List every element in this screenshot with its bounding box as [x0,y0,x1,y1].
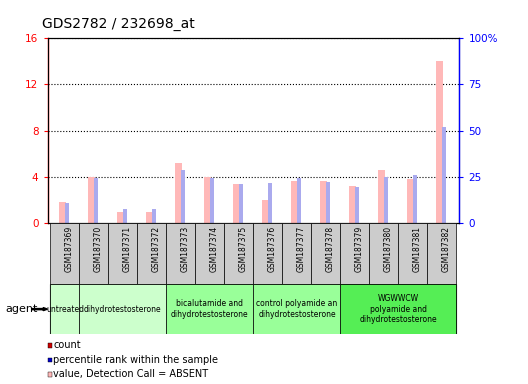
Bar [370,223,399,284]
Bar [59,202,67,223]
Bar [108,223,137,284]
Text: dihydrotestosterone: dihydrotestosterone [84,305,162,314]
Text: GSM187377: GSM187377 [297,226,306,272]
Bar [166,284,253,334]
Text: bicalutamide and
dihydrotestosterone: bicalutamide and dihydrotestosterone [171,300,249,319]
Bar [399,223,428,284]
Text: GSM187382: GSM187382 [442,226,451,272]
Bar [65,204,69,223]
Bar [407,179,414,223]
Text: value, Detection Call = ABSENT: value, Detection Call = ABSENT [53,369,209,379]
Bar [117,212,125,223]
Text: GSM187379: GSM187379 [355,226,364,272]
Text: GSM187374: GSM187374 [210,226,219,272]
Text: GDS2782 / 232698_at: GDS2782 / 232698_at [42,17,195,31]
Text: agent: agent [5,304,37,314]
Bar [341,223,370,284]
Bar [153,209,156,223]
Text: GSM187378: GSM187378 [326,226,335,272]
Bar [297,179,301,223]
Bar [195,223,224,284]
Text: GSM187372: GSM187372 [152,226,161,272]
Bar [95,179,98,223]
Bar [166,223,195,284]
Text: GSM187370: GSM187370 [94,226,103,272]
Bar [224,223,253,284]
Bar [239,184,243,223]
Text: untreated: untreated [46,305,84,314]
Bar [253,223,282,284]
Bar [79,223,108,284]
Bar [175,163,182,223]
Bar [253,284,341,334]
Bar [282,223,312,284]
Bar [384,177,388,223]
Bar [326,182,330,223]
Bar [262,200,269,223]
Bar [442,127,446,223]
Text: GSM187369: GSM187369 [65,226,74,272]
Bar [233,184,240,223]
Text: GSM187373: GSM187373 [181,226,190,272]
Text: GSM187380: GSM187380 [384,226,393,272]
Text: percentile rank within the sample: percentile rank within the sample [53,355,218,365]
Bar [320,181,327,223]
Text: WGWWCW
polyamide and
dihydrotestosterone: WGWWCW polyamide and dihydrotestosterone [360,294,437,324]
Bar [312,223,341,284]
Bar [349,186,356,223]
Bar [436,61,444,223]
Bar [355,187,359,223]
Text: GSM187376: GSM187376 [268,226,277,272]
Bar [137,223,166,284]
Bar [182,170,185,223]
Bar [341,284,457,334]
Bar [204,177,211,223]
Bar [291,181,298,223]
Text: control polyamide an
dihydrotestosterone: control polyamide an dihydrotestosterone [256,300,337,319]
Bar [413,175,417,223]
Bar [79,284,166,334]
Bar [50,284,79,334]
Bar [50,223,79,284]
Text: GSM187375: GSM187375 [239,226,248,272]
Bar [146,212,153,223]
Bar [268,183,272,223]
Bar [124,209,127,223]
Text: count: count [53,340,81,350]
Text: GSM187371: GSM187371 [123,226,132,272]
Bar [210,179,214,223]
Bar [428,223,457,284]
Text: GSM187381: GSM187381 [413,226,422,272]
Bar [378,170,385,223]
Bar [88,177,96,223]
